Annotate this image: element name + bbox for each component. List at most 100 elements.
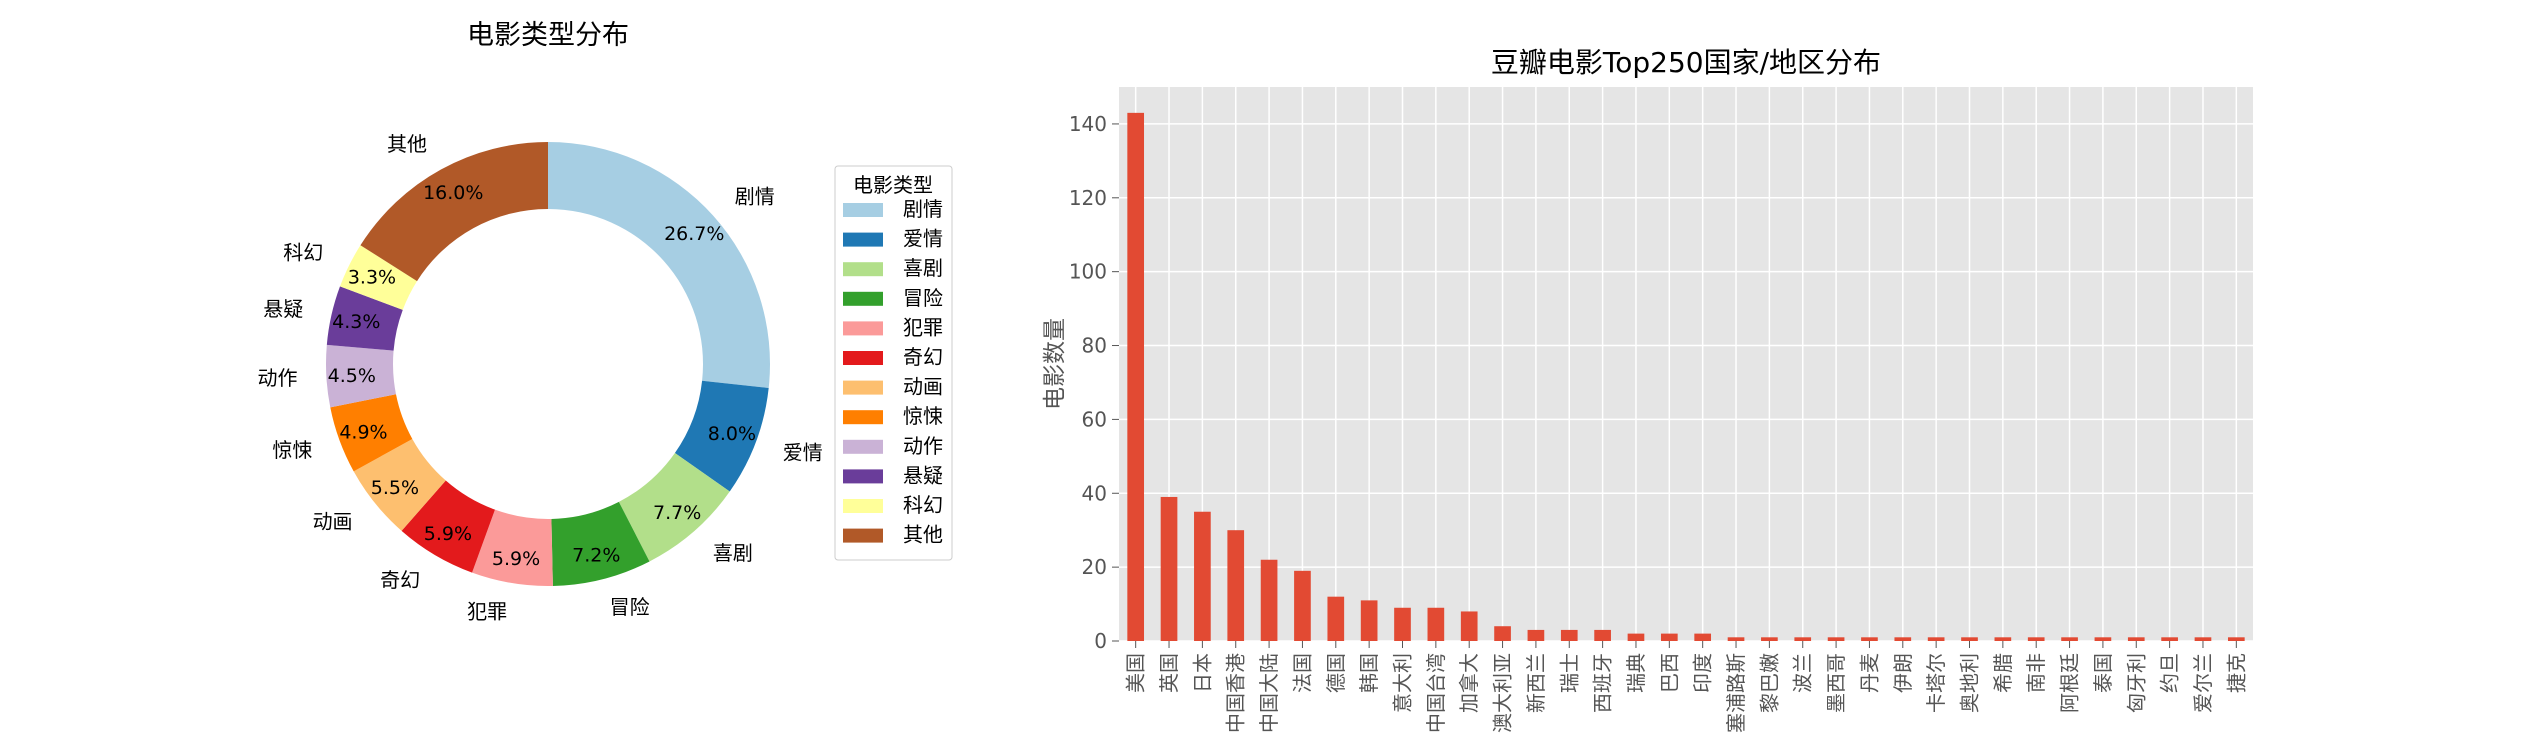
x-tick-label: 波兰 bbox=[1791, 653, 1815, 693]
bar bbox=[1427, 607, 1445, 641]
pie-slice bbox=[551, 501, 650, 586]
legend-swatch bbox=[843, 439, 883, 454]
legend-label: 科幻 bbox=[903, 493, 943, 517]
y-tick-label: 80 bbox=[1082, 334, 1107, 358]
pie-slice bbox=[548, 142, 770, 389]
bar bbox=[1727, 637, 1745, 641]
x-tick-label: 爱尔兰 bbox=[2191, 653, 2215, 713]
pie-category-label: 犯罪 bbox=[467, 600, 507, 624]
bar bbox=[1460, 611, 1478, 641]
legend-swatch bbox=[843, 232, 883, 247]
legend-label: 剧情 bbox=[903, 197, 943, 221]
x-tick-label: 约旦 bbox=[2158, 653, 2182, 693]
bar bbox=[2127, 637, 2145, 641]
bar bbox=[1794, 637, 1812, 641]
bar bbox=[1861, 637, 1878, 641]
y-axis-label: 电影数量 bbox=[1042, 318, 1068, 410]
bar bbox=[1994, 637, 2012, 641]
x-tick-label: 泰国 bbox=[2091, 653, 2115, 693]
legend-label: 爱情 bbox=[903, 227, 943, 251]
x-tick-label: 澳大利亚 bbox=[1491, 653, 1515, 733]
pie-percent-label: 8.0% bbox=[708, 423, 756, 445]
bar bbox=[1160, 496, 1178, 641]
x-tick-label: 中国香港 bbox=[1224, 653, 1248, 733]
x-tick-label: 南非 bbox=[2024, 653, 2048, 693]
pie-percent-label: 16.0% bbox=[423, 182, 483, 204]
pie-percent-label: 4.5% bbox=[328, 365, 376, 387]
x-tick-label: 瑞士 bbox=[1557, 653, 1581, 693]
legend-label: 悬疑 bbox=[903, 463, 943, 487]
plot-background bbox=[1119, 87, 2253, 641]
x-tick-label: 意大利 bbox=[1391, 653, 1415, 713]
bar bbox=[1327, 596, 1345, 641]
pie-category-label: 悬疑 bbox=[263, 297, 303, 321]
pie-percent-label: 5.9% bbox=[492, 548, 540, 570]
pie-slice bbox=[330, 394, 413, 472]
legend-label: 惊悚 bbox=[903, 404, 943, 428]
bar bbox=[1660, 633, 1678, 641]
x-tick-label: 希腊 bbox=[1991, 653, 2015, 693]
pie-percent-label: 5.5% bbox=[371, 477, 419, 499]
bar bbox=[2061, 637, 2078, 641]
x-tick-label: 阿根廷 bbox=[2058, 653, 2082, 713]
x-tick-label: 德国 bbox=[1324, 653, 1348, 693]
pie-category-label: 冒险 bbox=[610, 595, 650, 619]
x-tick-label: 塞浦路斯 bbox=[1724, 653, 1748, 733]
pie-percent-label: 7.2% bbox=[572, 544, 620, 566]
bar bbox=[1961, 637, 1978, 641]
legend-label: 奇幻 bbox=[903, 345, 943, 369]
bar bbox=[2094, 637, 2112, 641]
x-tick-label: 中国大陆 bbox=[1257, 653, 1281, 733]
x-tick-label: 奥地利 bbox=[1958, 653, 1982, 713]
pie-slice bbox=[674, 380, 769, 492]
legend-label: 动画 bbox=[903, 375, 943, 399]
pie-title: 电影类型分布 bbox=[467, 20, 629, 51]
bar bbox=[1761, 637, 1778, 641]
legend-swatch bbox=[843, 528, 883, 543]
bar bbox=[1260, 559, 1278, 641]
pie-slice bbox=[339, 245, 418, 310]
x-tick-label: 加拿大 bbox=[1457, 653, 1481, 713]
bar bbox=[1494, 626, 1511, 641]
x-tick-label: 韩国 bbox=[1357, 653, 1381, 693]
bar bbox=[2194, 637, 2212, 641]
legend-swatch bbox=[843, 262, 883, 277]
pie-percent-label: 3.3% bbox=[348, 267, 396, 289]
bar-chart: 豆瓣电影Top250国家/地区分布 0 20 40 60 80 100 120 140 美国英… bbox=[1042, 46, 2253, 733]
x-tick-label: 匈牙利 bbox=[2124, 653, 2148, 713]
x-tick-label: 美国 bbox=[1124, 653, 1148, 693]
pie-category-label: 动画 bbox=[313, 509, 353, 533]
bar bbox=[1127, 112, 1145, 641]
pie-slice bbox=[401, 480, 495, 573]
bar bbox=[1594, 629, 1611, 641]
pie-slice bbox=[360, 142, 548, 282]
legend-swatch bbox=[843, 380, 883, 395]
x-tick-label: 瑞典 bbox=[1624, 653, 1648, 693]
x-tick-label: 黎巴嫩 bbox=[1757, 653, 1781, 713]
legend-swatch bbox=[843, 410, 883, 425]
bar bbox=[2027, 637, 2045, 641]
bar bbox=[1294, 570, 1311, 641]
bar bbox=[1194, 511, 1211, 641]
x-tick-label: 伊朗 bbox=[1891, 653, 1915, 693]
legend-swatch bbox=[843, 203, 883, 217]
bar-yticks: 0 20 40 60 80 100 120 140 bbox=[1069, 112, 1119, 653]
x-tick-label: 墨西哥 bbox=[1824, 653, 1848, 713]
legend-title: 电影类型 bbox=[853, 173, 933, 197]
pie-slice bbox=[472, 509, 553, 587]
bar bbox=[1527, 629, 1545, 641]
bar bbox=[1360, 600, 1378, 641]
pie-percent-label: 4.3% bbox=[332, 311, 380, 333]
pie-category-label: 剧情 bbox=[735, 184, 775, 208]
y-tick-label: 40 bbox=[1082, 481, 1107, 505]
pie-category-label: 科幻 bbox=[283, 240, 323, 264]
y-tick-label: 60 bbox=[1082, 407, 1107, 431]
x-tick-label: 新西兰 bbox=[1524, 653, 1548, 713]
bar bbox=[2227, 637, 2245, 641]
pie-slice bbox=[618, 453, 730, 562]
bar bbox=[1827, 637, 1845, 641]
pie-category-label: 动作 bbox=[258, 366, 298, 390]
